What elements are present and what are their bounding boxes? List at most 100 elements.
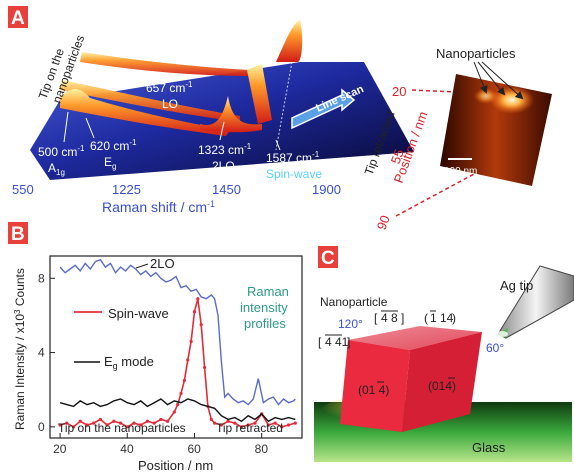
badge-a-label: A xyxy=(11,8,25,29)
raman-tick-1450: 1450 xyxy=(212,182,241,197)
series-spinwave-point xyxy=(118,421,123,425)
series-spinwave-point xyxy=(253,421,257,425)
x-tick-label: 60 xyxy=(187,442,201,456)
raman-tick-1900: 1900 xyxy=(312,182,341,197)
svg-text:Eg: Eg xyxy=(104,155,116,171)
ag-tip-label: Ag tip xyxy=(500,278,533,293)
svg-text:[: [ xyxy=(318,335,322,349)
series-spinwave-point xyxy=(98,417,102,422)
svg-text:4 41: 4 41 xyxy=(325,335,349,349)
badge-c-label: C xyxy=(321,248,335,269)
afm-image: 100 nm Nanoparticles xyxy=(436,46,552,186)
svg-text:4 8: 4 8 xyxy=(381,311,398,325)
raman-axis-title: Raman shift / cm-1 xyxy=(102,199,215,215)
crystal-front-face xyxy=(340,340,410,432)
position-tick-90: 90 xyxy=(374,213,393,232)
svg-text:(: ( xyxy=(424,311,428,325)
series-spinwave-point xyxy=(152,421,156,425)
crystal-right-face xyxy=(402,332,482,432)
badge-b-label: B xyxy=(11,224,25,245)
miller-index-014-front: (01 4) xyxy=(358,383,389,397)
series-spinwave-point xyxy=(199,323,203,327)
badge-a xyxy=(8,6,28,28)
miller-index-441: [ 4 41 ] xyxy=(318,334,350,349)
position-tick-55: 55 xyxy=(388,147,407,166)
peak-500-annotation: 500 cm-1 A1g xyxy=(38,111,85,177)
svg-text:1 14: 1 14 xyxy=(430,311,454,325)
profiles-label-3: profiles xyxy=(244,316,286,331)
miller-index-114: ( 1 14 ) xyxy=(424,310,456,325)
svg-text:]: ] xyxy=(401,311,404,325)
ridge-657 xyxy=(80,52,254,76)
series-spinwave-point xyxy=(166,419,170,423)
panel-b: B 20 40 60 80 0 4 8 Raman Intensity / x103 Cou… xyxy=(8,222,303,473)
angle-60-label: 60° xyxy=(486,341,504,355)
y-tick-label: 0 xyxy=(38,420,45,434)
ridge-2lo xyxy=(247,64,272,124)
series-spinwave-point xyxy=(139,423,143,427)
series-2lo-line xyxy=(59,258,296,406)
raman-tick-550: 550 xyxy=(12,182,34,197)
annot-tip-on: Tip on the nanoparticles xyxy=(58,421,186,435)
series-spinwave-point xyxy=(293,421,297,425)
ridge-500 xyxy=(60,89,230,136)
badge-b xyxy=(8,222,28,244)
nanoparticles-label: Nanoparticles xyxy=(436,46,516,61)
svg-text:Spin-wave: Spin-wave xyxy=(266,167,322,181)
scale-bar-label: 100 nm xyxy=(444,166,477,177)
series-spinwave-point xyxy=(226,419,230,423)
series-spinwave-point xyxy=(105,423,109,427)
peak-657-annotation: 657 cm-1 LO xyxy=(121,77,193,111)
angle-120-label: 120° xyxy=(338,317,363,331)
legend-eg-mode: Eg mode xyxy=(104,354,154,371)
svg-text:1587 cm-1: 1587 cm-1 xyxy=(266,150,320,165)
series-spinwave-point xyxy=(172,410,176,414)
series-spinwave-point xyxy=(78,419,82,423)
position-tick-20: 20 xyxy=(392,84,406,99)
series-spinwave-point xyxy=(213,421,217,425)
x-axis-title: Position / nm xyxy=(138,458,213,473)
svg-text:LO: LO xyxy=(162,97,178,111)
nanoparticle-pointer-2 xyxy=(477,61,506,96)
peak-620-annotation: 620 cm-1 Eg xyxy=(85,117,137,171)
miller-index-48: [ 4 8 ] xyxy=(374,310,404,325)
miller-index-014-right: (014) xyxy=(428,379,456,393)
nanoparticle-crystal xyxy=(340,326,482,432)
x-tick-label: 80 xyxy=(255,442,269,456)
series-spinwave-point xyxy=(189,339,193,344)
y-tick-label: 8 xyxy=(38,271,45,285)
profiles-label-2: intensity xyxy=(240,300,288,315)
series-spinwave-point xyxy=(209,417,213,422)
raman-shift-axis: 550 1225 1450 1900 Raman shift / cm-1 xyxy=(12,182,341,215)
legend-2lo-pointer xyxy=(135,263,149,269)
y-tick-label: 4 xyxy=(38,346,45,360)
plot-frame xyxy=(49,255,303,439)
nanoparticle-pointer-3 xyxy=(481,61,524,100)
svg-text:620 cm-1: 620 cm-1 xyxy=(90,138,137,153)
afm-hotspot xyxy=(490,86,534,114)
y-axis-title: Raman Intensity / x103 Counts xyxy=(13,268,27,430)
series-spinwave-point xyxy=(280,425,284,429)
series-spinwave-point xyxy=(179,391,183,396)
panel-c: C Glass Nanoparticle 120° 60° [ 4 8 ] ( … xyxy=(314,246,574,462)
panel-a: Line scan Tip retracted A Tip on the nan… xyxy=(8,6,552,232)
series-spinwave-point xyxy=(219,423,223,427)
series-spinwave-point xyxy=(176,402,180,407)
series-spinwave-point xyxy=(132,421,136,425)
svg-text:657 cm-1: 657 cm-1 xyxy=(146,80,193,95)
series-spinwave-point xyxy=(125,425,129,429)
svg-text:]: ] xyxy=(347,335,350,349)
series-spinwave-point xyxy=(92,421,96,425)
svg-text:500 cm-1: 500 cm-1 xyxy=(38,144,85,159)
series-spinwave-point xyxy=(182,378,186,383)
series-spinwave-point xyxy=(202,365,207,370)
ag-tip xyxy=(496,265,574,339)
svg-text:[: [ xyxy=(374,311,378,325)
series-eg-mode-line xyxy=(59,398,296,423)
series-spinwave-point xyxy=(159,417,163,422)
nanoparticle-label: Nanoparticle xyxy=(320,295,388,309)
series-spinwave-point xyxy=(246,423,250,427)
afm-hotspot-2 xyxy=(474,88,498,104)
series-spinwave-point xyxy=(65,421,69,425)
